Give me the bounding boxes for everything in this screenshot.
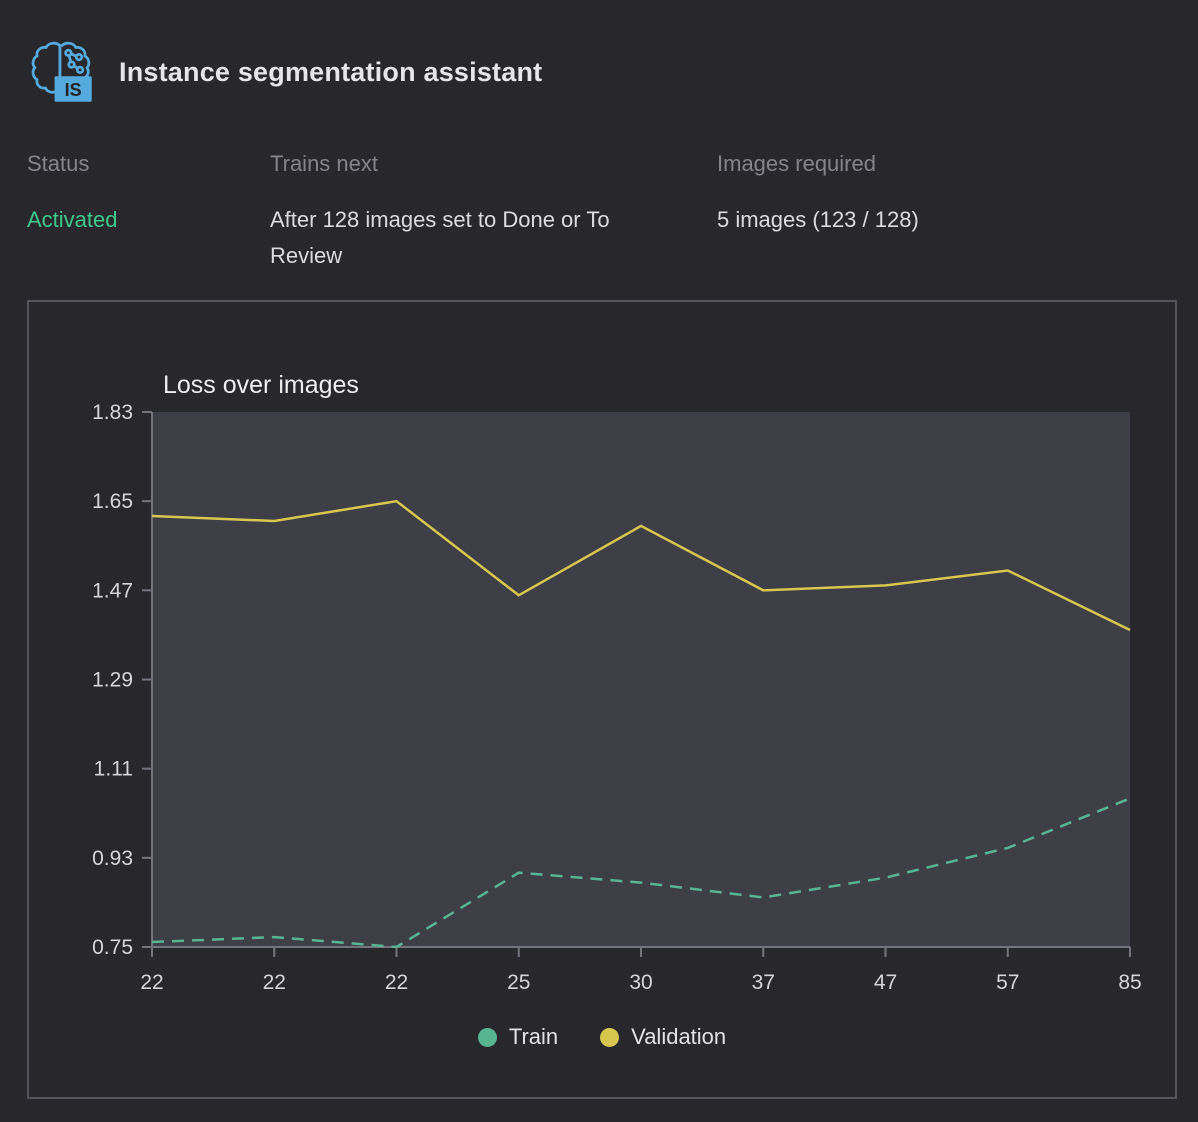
chart-title: Loss over images: [163, 370, 359, 399]
y-tick-label: 1.83: [92, 401, 133, 424]
loss-chart-card: 0.75 0.93 1.11 1.29 1.47 1.65 1.83 22 22 22 25 30 37…: [27, 300, 1177, 1099]
legend-label-validation: Validation: [631, 1024, 727, 1049]
x-tick-label: 22: [140, 971, 163, 994]
x-tick-label: 30: [629, 971, 652, 994]
y-tick-label: 1.11: [94, 758, 133, 781]
trains-next-value: After 128 images set to Done or To Revie…: [270, 207, 610, 268]
x-tick-label: 85: [1118, 971, 1141, 994]
chart-legend: Train Validation: [29, 1024, 1175, 1050]
x-tick-label: 22: [263, 971, 286, 994]
info-row: Status Activated Trains next After 128 i…: [27, 151, 1167, 274]
validation-series-dot: [600, 1027, 620, 1047]
y-tick-label: 0.93: [92, 847, 133, 870]
status-field: Status Activated: [27, 151, 270, 274]
icon-badge-text: IS: [65, 80, 82, 100]
brain-is-icon: IS: [31, 41, 92, 102]
images-required-value: 5 images (123 / 128): [717, 207, 919, 232]
status-label: Status: [27, 151, 90, 176]
y-tick-label: 1.29: [92, 669, 133, 692]
images-required-field: Images required 5 images (123 / 128): [717, 151, 1167, 274]
validation-series-line: [151, 499, 1131, 632]
legend-item-train[interactable]: Train: [477, 1024, 559, 1050]
app-header: IS Instance segmentation assistant: [27, 38, 542, 106]
x-tick-label: 47: [874, 971, 897, 994]
loss-chart: 0.75 0.93 1.11 1.29 1.47 1.65 1.83 22 22 22 25 30 37…: [92, 401, 1142, 994]
status-value: Activated: [27, 207, 118, 232]
legend-item-validation[interactable]: Validation: [600, 1024, 726, 1050]
y-tick-label: 1.47: [92, 579, 133, 602]
train-series-line: [151, 797, 1131, 949]
plot-area: [152, 412, 1130, 947]
x-tick-label: 37: [752, 971, 775, 994]
page-title: Instance segmentation assistant: [119, 56, 543, 87]
legend-label-train: Train: [508, 1024, 559, 1049]
y-tick-label: 1.65: [92, 490, 133, 513]
x-tick-label: 57: [996, 971, 1019, 994]
images-required-label: Images required: [717, 151, 876, 176]
trains-next-label: Trains next: [270, 151, 379, 176]
x-tick-label: 25: [507, 971, 530, 994]
x-tick-label: 22: [385, 971, 408, 994]
y-tick-label: 0.75: [92, 936, 133, 959]
train-series-dot: [477, 1027, 497, 1047]
trains-next-field: Trains next After 128 images set to Done…: [270, 151, 717, 274]
